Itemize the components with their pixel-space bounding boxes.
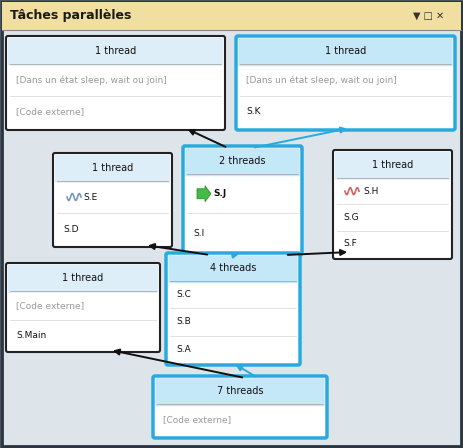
Text: 2 threads: 2 threads	[219, 156, 266, 166]
Text: ▼ □ ✕: ▼ □ ✕	[413, 11, 444, 21]
Text: 1 thread: 1 thread	[63, 273, 104, 283]
Text: [Dans un état sleep, wait ou join]: [Dans un état sleep, wait ou join]	[246, 75, 397, 85]
Text: 1 thread: 1 thread	[95, 46, 136, 56]
Text: 1 thread: 1 thread	[92, 163, 133, 173]
Text: S.J: S.J	[213, 189, 226, 198]
FancyBboxPatch shape	[8, 38, 223, 66]
Text: [Code externe]: [Code externe]	[16, 108, 84, 116]
FancyBboxPatch shape	[335, 152, 450, 180]
Text: S.I: S.I	[193, 229, 204, 238]
Text: 1 thread: 1 thread	[325, 46, 366, 56]
FancyBboxPatch shape	[53, 153, 172, 247]
FancyBboxPatch shape	[55, 155, 170, 183]
FancyBboxPatch shape	[236, 36, 455, 130]
Text: S.H: S.H	[363, 187, 378, 196]
FancyBboxPatch shape	[166, 253, 300, 365]
Text: 1 thread: 1 thread	[372, 160, 413, 170]
Text: 7 threads: 7 threads	[217, 386, 263, 396]
FancyBboxPatch shape	[185, 148, 300, 176]
Text: S.B: S.B	[176, 318, 191, 327]
Text: [Code externe]: [Code externe]	[163, 415, 231, 425]
FancyBboxPatch shape	[168, 255, 298, 283]
Text: S.A: S.A	[176, 345, 191, 354]
Text: S.G: S.G	[343, 213, 359, 222]
Text: [Dans un état sleep, wait ou join]: [Dans un état sleep, wait ou join]	[16, 75, 167, 85]
FancyBboxPatch shape	[333, 150, 452, 259]
Text: 4 threads: 4 threads	[210, 263, 256, 273]
Text: S.D: S.D	[63, 224, 79, 233]
Polygon shape	[197, 186, 211, 202]
FancyBboxPatch shape	[238, 38, 453, 66]
Text: S.Main: S.Main	[16, 331, 46, 340]
Text: [Code externe]: [Code externe]	[16, 301, 84, 310]
FancyBboxPatch shape	[155, 378, 325, 406]
FancyBboxPatch shape	[6, 263, 160, 352]
FancyBboxPatch shape	[2, 2, 461, 30]
Text: S.K: S.K	[246, 108, 261, 116]
Text: S.E: S.E	[83, 193, 97, 202]
FancyBboxPatch shape	[8, 265, 158, 293]
Text: S.F: S.F	[343, 239, 357, 248]
Text: S.C: S.C	[176, 290, 191, 299]
FancyBboxPatch shape	[153, 376, 327, 438]
FancyBboxPatch shape	[6, 36, 225, 130]
FancyBboxPatch shape	[183, 146, 302, 255]
Text: Tâches parallèles: Tâches parallèles	[10, 9, 131, 22]
